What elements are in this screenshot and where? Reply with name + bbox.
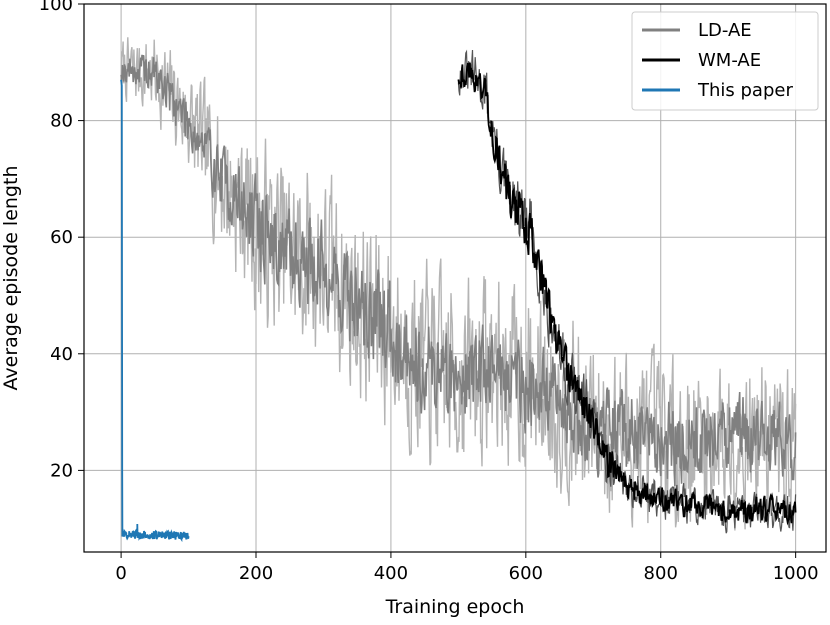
y-axis-label: Average episode length	[0, 166, 22, 391]
y-tick-label: 40	[50, 344, 73, 365]
x-tick-label: 0	[115, 563, 126, 584]
y-tick-label: 20	[50, 460, 73, 481]
y-tick-label: 60	[50, 227, 73, 248]
plot-area	[120, 37, 797, 543]
legend-box	[631, 11, 819, 111]
x-tick-label: 600	[509, 563, 543, 584]
axes-frame	[83, 3, 827, 553]
legend-label: WM-AE	[698, 50, 761, 71]
legend-label: This paper	[697, 80, 793, 101]
legend: LD-AE WM-AE This paper	[631, 11, 819, 111]
x-tick-label: 1000	[773, 563, 819, 584]
y-tick-label: 80	[50, 111, 73, 132]
ld-ae-line	[120, 54, 797, 487]
x-tick-label: 800	[644, 563, 678, 584]
x-tick-label: 400	[374, 563, 408, 584]
x-axis-label: Training epoch	[385, 596, 525, 618]
wm-ae-line	[457, 62, 797, 526]
x-tick-label: 200	[239, 563, 273, 584]
legend-label: LD-AE	[698, 20, 752, 41]
axis-ticks: 0 200 400 600 800 1000 20 40 60 80 100	[39, 0, 819, 584]
this-paper-line	[120, 79, 190, 543]
y-tick-label: 100	[39, 0, 73, 15]
